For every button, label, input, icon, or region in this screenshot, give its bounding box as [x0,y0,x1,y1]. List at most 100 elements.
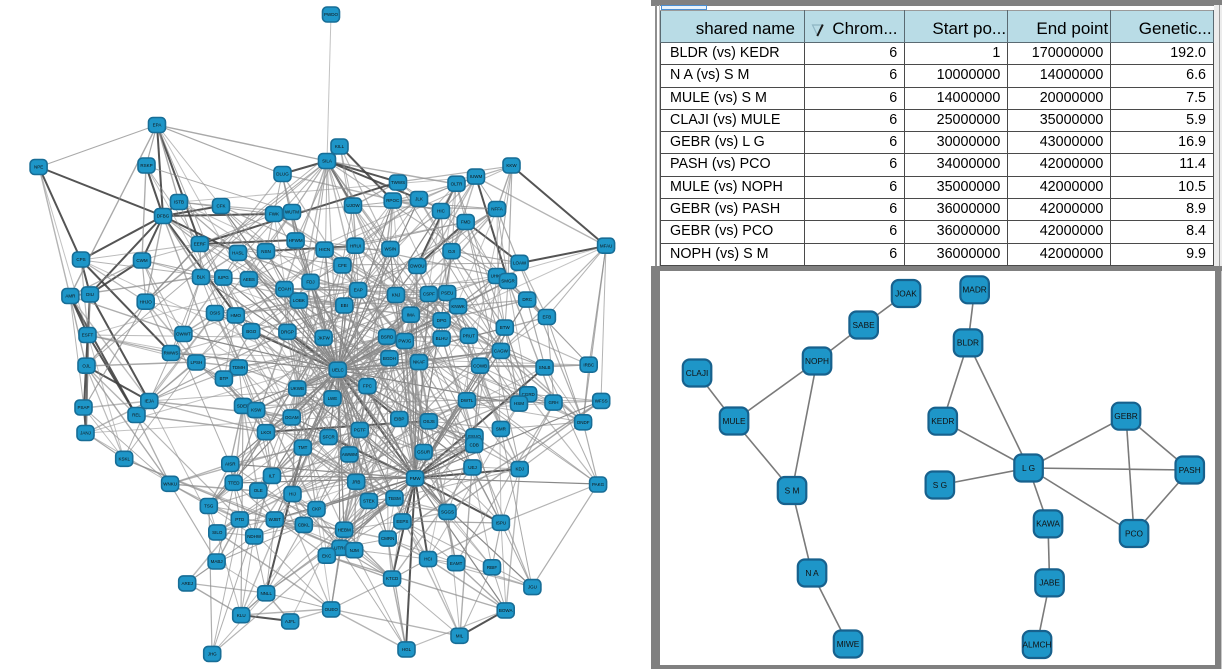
svg-text:GSUR: GSUR [417,450,431,455]
svg-text:UJOW: UJOW [346,203,360,208]
svg-text:JGU: JGU [528,585,537,590]
svg-text:NFFA: NFFA [491,207,503,212]
svg-text:BLDR: BLDR [957,338,979,348]
svg-text:HRUI: HRUI [350,243,361,248]
svg-text:IEJA: IEJA [145,399,155,404]
svg-text:GRH: GRH [549,400,559,405]
svg-text:BTW: BTW [500,325,511,330]
svg-text:HIC: HIC [437,209,446,214]
svg-text:EAP: EAP [354,288,363,293]
svg-text:CFE: CFE [338,263,347,268]
svg-text:ILT: ILT [269,474,275,479]
svg-text:EERF: EERF [194,242,206,247]
svg-text:MADR: MADR [962,285,986,295]
svg-text:IUPG: IUPG [218,275,230,280]
svg-text:HMO: HMO [231,313,242,318]
svg-text:OSIS: OSIS [210,311,221,316]
svg-text:IRBC: IRBC [583,362,595,367]
svg-text:TBSM: TBSM [388,496,401,501]
svg-text:TWWS: TWWS [391,180,405,185]
svg-text:JOAK: JOAK [895,288,917,298]
svg-text:PWDO: PWDO [324,12,338,17]
svg-text:LPSH: LPSH [191,360,203,365]
svg-text:NDHW: NDHW [247,534,262,539]
svg-text:LOBK: LOBK [293,298,305,303]
svg-text:HIJ: HIJ [289,492,296,497]
svg-text:SMGR: SMGR [501,279,515,284]
svg-text:HGL: HGL [402,647,412,652]
svg-text:CLAJI: CLAJI [686,368,709,378]
svg-text:PWJG: PWJG [398,339,411,344]
svg-text:ONDF: ONDF [577,420,590,425]
svg-text:TSG: TSG [204,504,214,509]
svg-text:RPOC: RPOC [386,198,400,203]
svg-text:LOAW: LOAW [513,260,527,265]
svg-text:DLUG: DLUG [276,172,289,177]
svg-text:L G: L G [1022,463,1035,473]
svg-text:MIL: MIL [456,633,464,638]
svg-text:DFBG: DFBG [157,214,170,219]
svg-text:HFWM: HFWM [289,238,303,243]
svg-text:JRB: JRB [352,479,361,484]
svg-text:PMW: PMW [410,476,422,481]
svg-text:EFB: EFB [543,315,552,320]
svg-text:JLK: JLK [415,197,423,202]
svg-text:WSIN: WSIN [385,247,397,252]
svg-text:DRC: DRC [522,297,532,302]
svg-text:N A: N A [805,568,819,578]
svg-text:OLTR: OLTR [451,181,463,186]
svg-text:NOPH: NOPH [805,356,829,366]
svg-text:CDB: CDB [469,443,479,448]
svg-text:RSKP: RSKP [140,163,152,168]
svg-text:KKW: KKW [506,163,517,168]
svg-text:PTD: PTD [235,517,245,522]
svg-text:MULE: MULE [722,416,746,426]
svg-text:WFSS: WFSS [595,399,608,404]
svg-text:KNJ: KNJ [392,293,401,298]
svg-text:STEK: STEK [363,499,375,504]
svg-text:AJFL: AJFL [285,619,296,624]
svg-text:PCO: PCO [1125,528,1144,538]
svg-text:KSW: KSW [251,408,262,413]
svg-text:PGTF: PGTF [354,428,366,433]
svg-text:KILL: KILL [335,144,345,149]
svg-text:JHG: JHG [208,652,217,657]
svg-text:ISPU: ISPU [496,520,507,525]
svg-text:KDJ: KDJ [515,467,524,472]
svg-text:NNLL: NNLL [260,591,272,596]
svg-text:OLE: OLE [254,488,263,493]
svg-text:UEJ: UEJ [468,465,477,470]
svg-text:FSUO: FSUO [468,434,481,439]
svg-text:FWK: FWK [269,212,279,217]
svg-text:UKWB: UKWB [291,386,305,391]
svg-text:FMD: FMD [461,220,471,225]
svg-text:HICN: HICN [319,247,330,252]
svg-text:BLK: BLK [197,275,206,280]
svg-text:AISR: AISR [225,462,236,467]
svg-text:BOWA: BOWA [499,608,513,613]
svg-text:CBKL: CBKL [298,523,310,528]
svg-text:PSAP: PSAP [77,405,89,410]
svg-text:EIBP: EIBP [394,417,404,422]
svg-text:EKC: EKC [322,553,332,558]
svg-text:LWE: LWE [328,396,337,401]
svg-text:ESFT: ESFT [82,333,94,338]
svg-text:WNKU: WNKU [163,481,177,486]
svg-text:DIU: DIU [86,292,94,297]
svg-text:KEDR: KEDR [931,416,954,426]
svg-text:SGGS: SGGS [441,510,454,515]
svg-text:KTCD: KTCD [386,576,399,581]
svg-text:EAMT: EAMT [450,561,463,566]
svg-text:DPG: DPG [437,318,447,323]
svg-text:NPE: NPE [34,165,43,170]
svg-text:AMR: AMR [65,294,76,299]
svg-text:WJBT: WJBT [269,517,281,522]
svg-text:TDMH: TDMH [232,365,245,370]
svg-text:JKFW: JKFW [317,335,330,340]
svg-text:BTP: BTP [220,376,229,381]
svg-text:FDJ: FDJ [306,279,314,284]
svg-text:CWM: CWM [136,258,147,263]
svg-text:AREJ: AREJ [181,581,193,586]
svg-text:MABJ: MABJ [211,559,223,564]
svg-text:TTED: TTED [228,480,240,485]
